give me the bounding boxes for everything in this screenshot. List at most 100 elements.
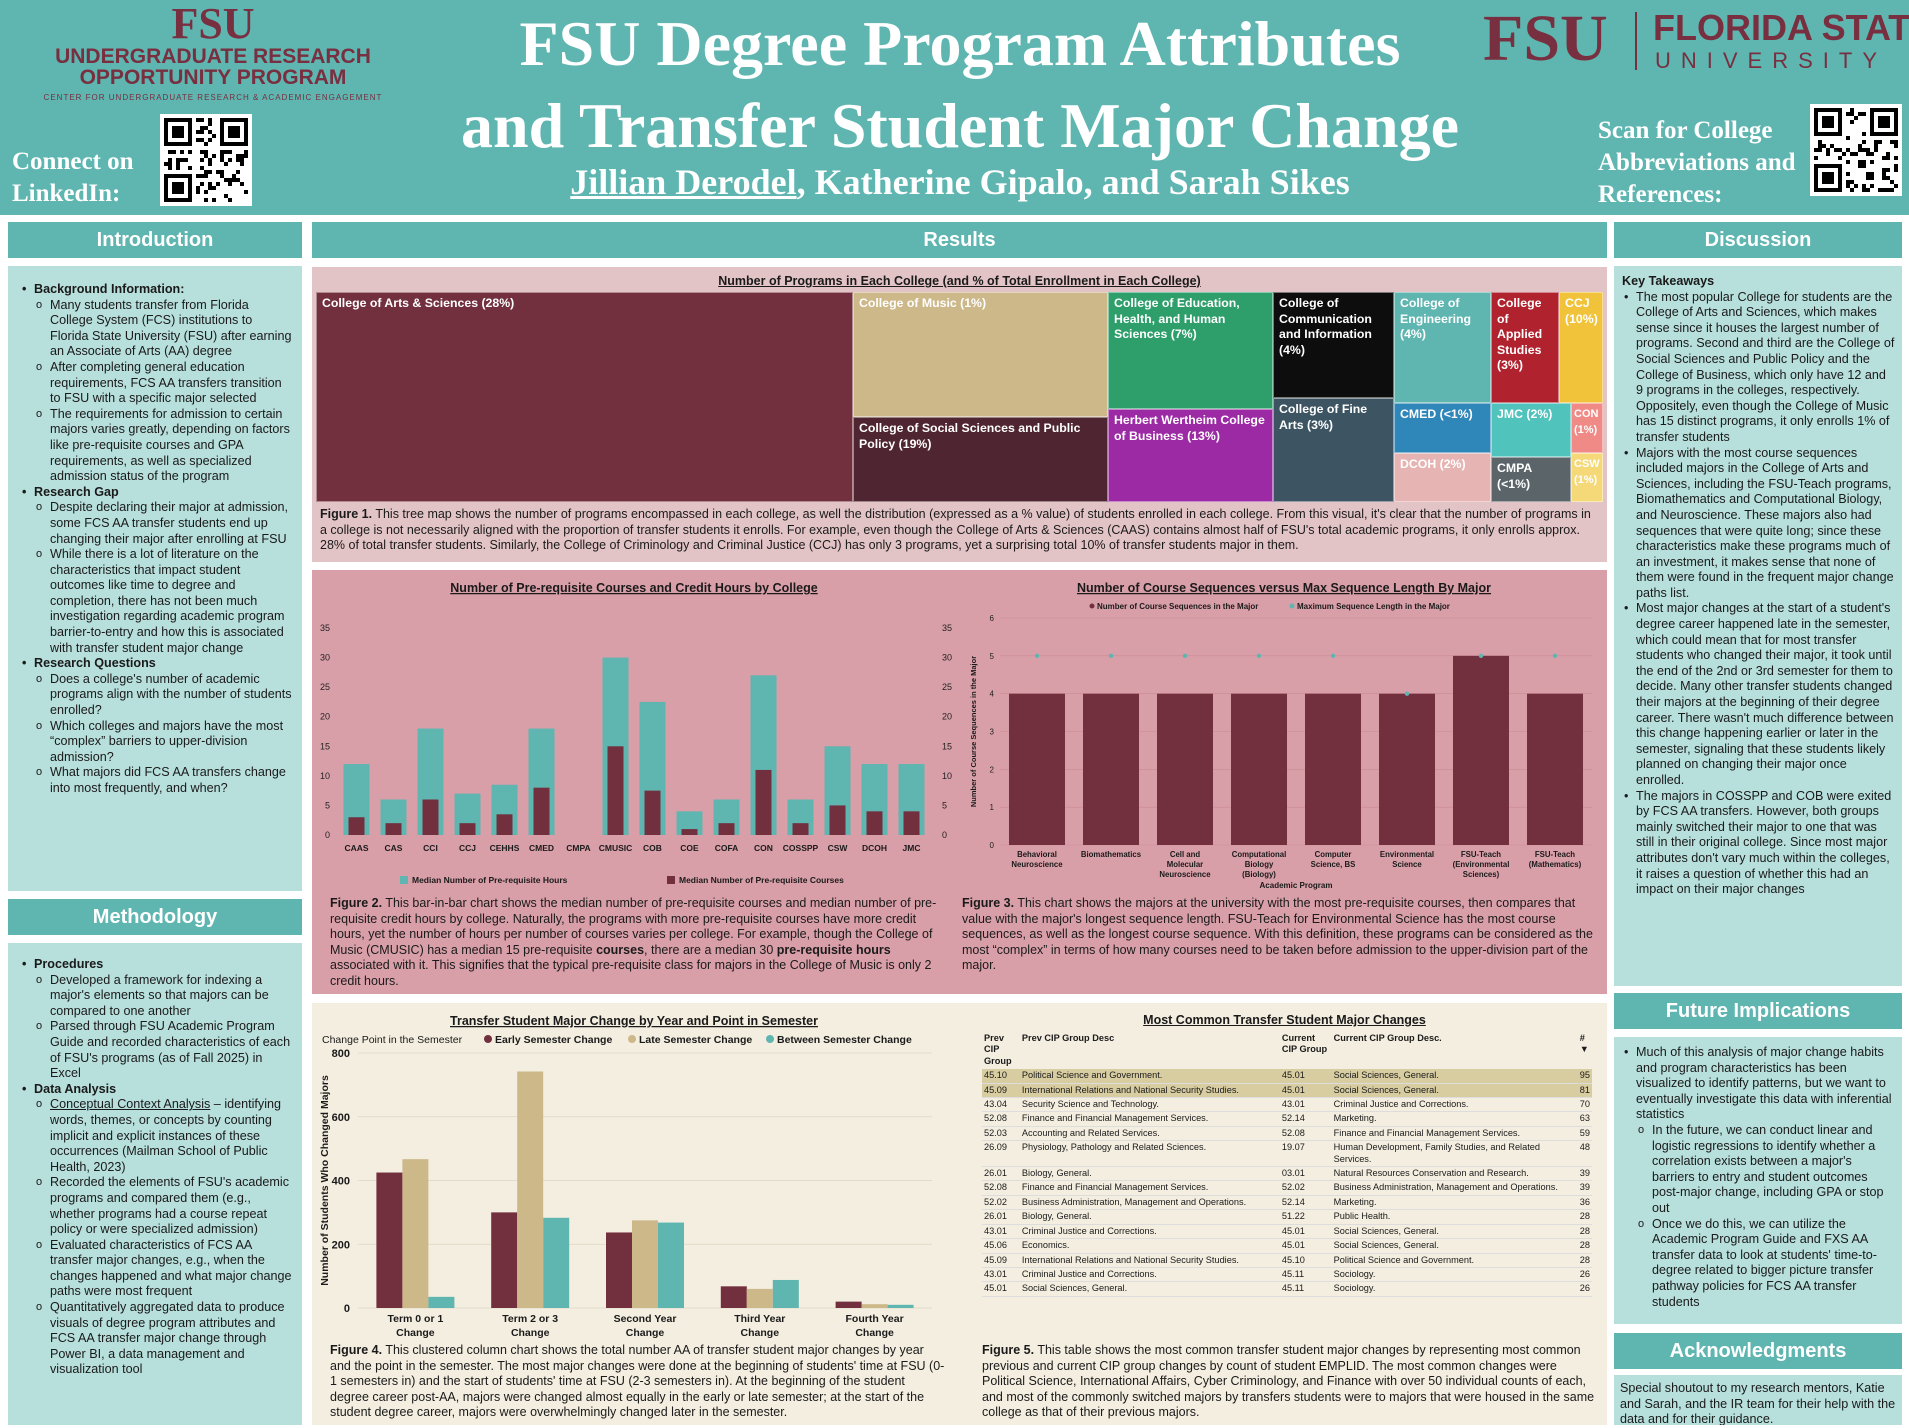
treemap-cell[interactable]: College of Communication and Information…	[1273, 292, 1394, 398]
key-takeaways-heading: Key Takeaways	[1622, 274, 1715, 288]
qr-module	[208, 186, 212, 190]
legend-label: Early Semester Change	[495, 1034, 612, 1046]
treemap-cell[interactable]: CCJ (10%)	[1559, 292, 1603, 403]
qr-module	[168, 166, 172, 170]
change-bar	[376, 1172, 403, 1308]
sequence-chart: Number of Course Sequences versus Max Se…	[969, 581, 1592, 890]
table-header[interactable]: Prev CIP Group Desc	[1021, 1033, 1115, 1043]
table-row[interactable]: 45.10 Political Science and Government. 45…	[982, 1069, 1592, 1084]
legend-swatch	[628, 1035, 636, 1043]
table-row[interactable]: 45.01 Social Sciences, General. 45.11 Socio…	[982, 1281, 1592, 1297]
qr-module	[236, 158, 240, 162]
qr-module	[196, 138, 200, 142]
y-tick-label: 800	[332, 1048, 350, 1060]
treemap-cell[interactable]: College of Education, Health, and Human …	[1108, 292, 1273, 409]
treemap-cell[interactable]: CMED (<1%)	[1394, 403, 1491, 453]
treemap-cell[interactable]: DCOH (2%)	[1394, 453, 1491, 502]
discussion-header: Discussion	[1614, 222, 1902, 258]
treemap-cell[interactable]: College of Social Sciences and Public Po…	[853, 417, 1108, 502]
logo-divider	[1635, 12, 1637, 70]
list-item: Recorded the elements of FSU's academic …	[34, 1175, 292, 1237]
poster-authors: Jillian Derodel, Katherine Gipalo, and S…	[420, 160, 1500, 204]
acknowledgments-panel: Special shoutout to my research mentors,…	[1614, 1375, 1902, 1425]
treemap-cell[interactable]: College of Applied Studies (3%)	[1491, 292, 1559, 403]
y-tick-label: 0	[325, 830, 330, 840]
treemap-cell-label: CCJ (10%)	[1565, 296, 1598, 326]
qr-module	[168, 150, 172, 154]
y-tick-label: 2	[990, 765, 995, 774]
future-implications-panel: Much of this analysis of major change ha…	[1614, 1037, 1902, 1324]
qr-module	[164, 162, 168, 166]
y2-tick-label: 20	[942, 712, 952, 722]
table-cell: 48	[1577, 1140, 1592, 1168]
treemap-cell[interactable]: JMC (2%)	[1491, 403, 1571, 457]
list-item: Quantitatively aggregated data to produc…	[34, 1300, 292, 1378]
qr-module	[224, 178, 228, 182]
legend-label: Late Semester Change	[639, 1034, 752, 1046]
table-header[interactable]: Prev CIP Group	[984, 1033, 1012, 1066]
x-tick-label: Change	[626, 1327, 665, 1339]
linkedin-qr-code[interactable]	[160, 114, 252, 206]
qr-module	[180, 150, 184, 154]
table-row[interactable]: 45.09 International Relations and Nationa…	[982, 1253, 1592, 1268]
qr-module	[208, 158, 212, 162]
qr-module	[1870, 152, 1874, 156]
x-tick-label: (Mathematics)	[1529, 860, 1582, 869]
x-tick-label: Science	[1392, 860, 1422, 869]
qr-module	[208, 138, 212, 142]
change-bar	[402, 1159, 429, 1308]
qr-finder	[1878, 116, 1890, 128]
table-row[interactable]: 52.08 Finance and Financial Management Se…	[982, 1111, 1592, 1127]
x-tick-label: COFA	[715, 843, 739, 853]
florida-state-logo: FSU FLORIDA STATE UNIVERSITY	[1483, 4, 1909, 74]
table-row[interactable]: 26.09 Physiology, Pathology and Related S…	[982, 1140, 1592, 1168]
treemap-cell[interactable]: College of Arts & Sciences (28%)	[316, 292, 853, 502]
treemap-cell[interactable]: College of Music (1%)	[853, 292, 1108, 417]
qr-module	[1890, 180, 1894, 184]
references-qr-code[interactable]	[1810, 104, 1902, 196]
x-tick-label: Term 0 or 1	[387, 1313, 443, 1325]
table-header[interactable]: Current CIP Group Desc.	[1333, 1033, 1442, 1043]
table-row[interactable]: 26.01 Biology, General. 03.01 Natural Resou…	[982, 1166, 1592, 1182]
qr-module	[1838, 148, 1842, 152]
x-tick-label: Third Year	[734, 1313, 785, 1325]
qr-module	[1874, 144, 1878, 148]
qr-module	[1866, 148, 1870, 152]
qr-module	[204, 190, 208, 194]
figure-1-caption: Figure 1. This tree map shows the number…	[320, 507, 1600, 554]
qr-module	[212, 134, 216, 138]
courses-bar	[866, 811, 883, 835]
y-tick-label: 20	[320, 712, 330, 722]
table-row[interactable]: 52.08 Finance and Financial Management Se…	[982, 1180, 1592, 1196]
table-row[interactable]: 43.01 Criminal Justice and Corrections. 45…	[982, 1267, 1592, 1283]
y-tick-label: 5	[325, 800, 330, 810]
max-length-point	[1478, 653, 1484, 659]
figure-4-title: Transfer Student Major Change by Year an…	[450, 1014, 818, 1028]
table-header[interactable]: Current CIP Group	[1281, 1033, 1328, 1055]
table-row[interactable]: 45.06 Economics. 45.01 Social Sciences, Gen…	[982, 1238, 1592, 1254]
treemap-cell[interactable]: College of Engineering (4%)	[1394, 292, 1491, 403]
qr-module	[244, 154, 248, 158]
qr-module	[208, 170, 212, 174]
treemap-cell[interactable]: CMPA (<1%)	[1491, 457, 1571, 502]
qr-module	[1882, 176, 1886, 180]
qr-module	[228, 158, 232, 162]
table-row[interactable]: 43.01 Criminal Justice and Corrections. 45…	[982, 1224, 1592, 1240]
table-row[interactable]: 45.09 International Relations and Nationa…	[982, 1083, 1592, 1099]
table-header[interactable]: # ▼	[1578, 1031, 1592, 1069]
treemap-cell[interactable]: Herbert Wertheim College of Business (13…	[1108, 409, 1273, 502]
figure-1-title: Number of Programs in Each College (and …	[718, 274, 1201, 288]
table-row[interactable]: 52.02 Business Administration, Management…	[982, 1195, 1592, 1211]
treemap-cell[interactable]: CON (1%)	[1571, 403, 1603, 453]
qr-module	[212, 154, 216, 158]
qr-module	[1894, 168, 1898, 172]
table-row[interactable]: 43.04 Security Science and Technology. 43.…	[982, 1097, 1592, 1113]
courses-bar	[903, 811, 920, 835]
table-row[interactable]: 52.03 Accounting and Related Services. 52.…	[982, 1126, 1592, 1142]
treemap-cell-label: College of Fine Arts (3%)	[1279, 402, 1368, 432]
treemap-cell[interactable]: CSW (1%)	[1571, 453, 1603, 502]
treemap-cell-label: College of Social Sciences and Public Po…	[859, 421, 1081, 451]
treemap-cell[interactable]: College of Fine Arts (3%)	[1273, 398, 1394, 502]
table-row[interactable]: 26.01 Biology, General. 51.22 Public Health…	[982, 1209, 1592, 1225]
list-item: Many students transfer from Florida Coll…	[34, 298, 292, 360]
